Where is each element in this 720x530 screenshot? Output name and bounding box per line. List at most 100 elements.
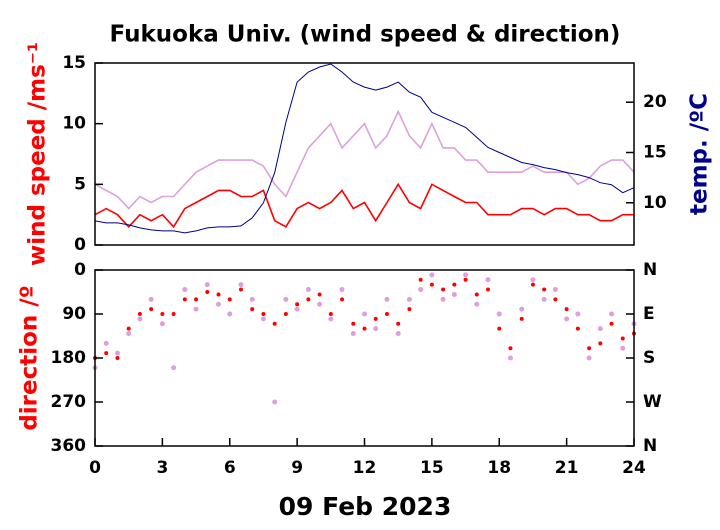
x-tick-label: 3 [156, 458, 168, 478]
direction-point [407, 307, 412, 312]
direction-point [126, 326, 131, 331]
direction-point [137, 312, 142, 316]
y2-tick-label: E [643, 304, 655, 324]
series-line [94, 182, 634, 229]
direction-point [171, 365, 177, 371]
direction-point [340, 297, 345, 302]
direction-point [328, 312, 333, 316]
direction-point [104, 351, 109, 356]
y2-tick-label: 15 [643, 142, 667, 162]
direction-point [396, 321, 401, 326]
y-axis-label: wind speed /ms⁻¹ [25, 42, 51, 266]
direction-point [587, 346, 592, 351]
series-line [94, 109, 635, 210]
direction-point [497, 326, 502, 331]
direction-point [429, 282, 434, 287]
x-tick-label: 18 [487, 458, 511, 478]
direction-point [249, 296, 255, 302]
direction-point [159, 321, 165, 327]
direction-point [542, 287, 547, 292]
direction-point [114, 350, 120, 356]
direction-point [171, 312, 176, 316]
x-tick-label: 9 [291, 458, 303, 478]
y2-tick-label: N [643, 436, 657, 456]
y-tick-label: 15 [62, 53, 86, 73]
direction-point [227, 297, 232, 302]
direction-point [463, 272, 469, 278]
y2-tick-label: 20 [643, 92, 667, 112]
direction-point [317, 301, 323, 307]
direction-point [384, 312, 389, 316]
y-tick-label: 0 [74, 260, 86, 280]
direction-point [250, 307, 255, 312]
direction-point [351, 321, 356, 326]
y-tick-label: 270 [51, 392, 87, 412]
plot-frame [94, 269, 635, 447]
direction-point [530, 282, 535, 287]
y-tick-label: 180 [51, 348, 87, 368]
direction-point [216, 292, 221, 297]
direction-point [575, 311, 581, 317]
direction-point [519, 306, 525, 312]
y2-tick-label: S [643, 348, 655, 368]
direction-point [227, 311, 233, 317]
y2-tick-label: N [643, 260, 657, 280]
direction-point [238, 287, 243, 292]
direction-point [418, 287, 424, 293]
direction-point [597, 326, 603, 332]
direction-point [283, 312, 288, 316]
direction-point [553, 297, 558, 302]
direction-point [126, 331, 132, 337]
direction-point [575, 326, 580, 331]
direction-point [373, 316, 378, 321]
direction-point [160, 312, 165, 316]
direction-point [103, 340, 109, 346]
y-tick-label: 360 [51, 436, 87, 456]
x-tick-label: 6 [224, 458, 236, 478]
y2-axis-label: temp. /ºC [687, 93, 713, 215]
x-tick-label: 0 [89, 458, 101, 478]
direction-point [552, 287, 558, 293]
direction-point [182, 287, 188, 293]
direction-point [496, 311, 502, 317]
direction-point [317, 292, 322, 297]
direction-point [260, 316, 266, 322]
direction-point [609, 311, 615, 317]
direction-point [238, 282, 244, 288]
direction-point [598, 341, 603, 346]
direction-point [294, 306, 300, 312]
direction-point [204, 282, 210, 288]
direction-point [182, 297, 187, 302]
direction-point [541, 296, 547, 302]
direction-point [328, 316, 334, 322]
direction-point [507, 355, 513, 361]
series-line [94, 63, 635, 234]
direction-point [362, 326, 367, 331]
direction-point [115, 356, 120, 360]
direction-point [609, 321, 614, 326]
direction-point [620, 345, 626, 351]
direction-point [295, 302, 300, 307]
y-axis-label: direction /º [17, 285, 43, 430]
direction-point [451, 291, 457, 297]
direction-point [261, 312, 266, 316]
direction-point [283, 296, 289, 302]
direction-point [620, 336, 625, 341]
direction-point [272, 321, 277, 326]
direction-point [530, 277, 536, 283]
direction-point [339, 287, 345, 293]
y2-tick-label: 10 [643, 193, 667, 213]
direction-point [305, 287, 311, 293]
x-axis-label: 09 Feb 2023 [279, 492, 452, 521]
y-tick-label: 0 [74, 235, 86, 255]
direction-point [508, 346, 513, 351]
direction-point [216, 301, 222, 307]
direction-point [418, 277, 423, 282]
direction-point [441, 287, 446, 292]
direction-point [350, 331, 356, 337]
y-tick-label: 10 [62, 114, 86, 134]
direction-point [586, 355, 592, 361]
direction-point [452, 282, 457, 287]
direction-point [148, 296, 154, 302]
